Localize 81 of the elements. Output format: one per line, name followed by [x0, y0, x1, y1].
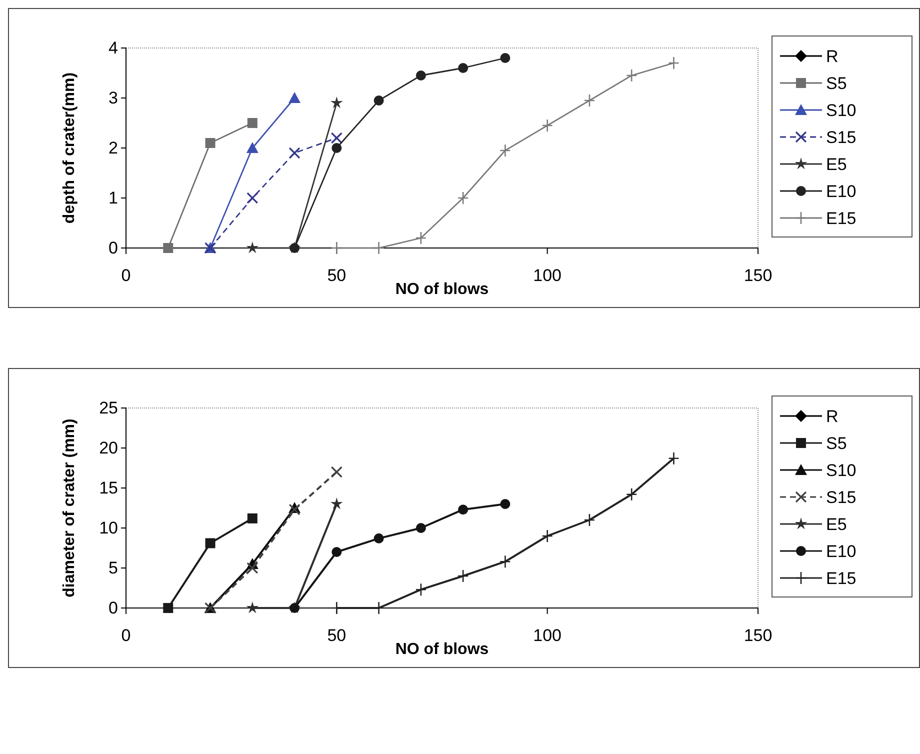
legend-label: R — [826, 407, 838, 426]
point — [163, 603, 174, 613]
x-tick-label: 0 — [121, 266, 131, 285]
point — [246, 142, 258, 153]
point — [330, 132, 342, 144]
point — [288, 147, 300, 159]
y-tick-label: 20 — [99, 438, 118, 458]
point — [626, 488, 638, 502]
point — [330, 96, 343, 108]
point — [626, 68, 638, 82]
point — [457, 569, 469, 583]
y-tick-label: 4 — [108, 38, 118, 58]
point — [416, 70, 426, 80]
y-tick-label: 25 — [99, 398, 118, 418]
x-tick-label: 0 — [121, 626, 131, 645]
legend-label: E15 — [826, 569, 856, 588]
y-tick-label: 15 — [99, 478, 118, 498]
point — [247, 513, 258, 524]
point — [500, 554, 511, 568]
point — [205, 138, 216, 148]
point — [330, 498, 343, 510]
x-tick-label: 100 — [533, 266, 562, 285]
point — [542, 529, 553, 543]
y-tick-label: 3 — [108, 88, 118, 108]
y-tick-label: 5 — [108, 558, 118, 578]
point — [246, 242, 259, 254]
y-tick-label: 0 — [108, 598, 118, 618]
x-tick-label: 50 — [327, 266, 346, 285]
legend-label: E5 — [826, 155, 847, 174]
x-tick-label: 150 — [744, 626, 772, 645]
point — [246, 602, 259, 614]
legend-label: S10 — [826, 461, 856, 480]
point — [668, 56, 680, 70]
legend-label: S5 — [826, 434, 847, 453]
point — [458, 504, 468, 515]
point — [246, 562, 258, 574]
point — [374, 96, 384, 106]
point — [416, 523, 426, 533]
legend-label: S5 — [826, 74, 847, 93]
point — [330, 466, 342, 478]
legend-label: E15 — [826, 209, 856, 228]
legend-label: E10 — [826, 182, 856, 201]
point — [542, 118, 553, 132]
point — [246, 192, 258, 204]
x-tick-label: 50 — [327, 626, 346, 645]
legend-label: S15 — [826, 128, 856, 147]
point — [332, 143, 342, 153]
legend-label: S15 — [826, 488, 856, 507]
point — [247, 118, 258, 128]
point — [584, 513, 596, 527]
point — [668, 452, 680, 466]
point — [332, 547, 342, 557]
point — [415, 231, 427, 245]
point — [584, 94, 596, 108]
point — [415, 582, 427, 596]
legend-label: S10 — [826, 101, 856, 120]
y-tick-label: 2 — [108, 138, 118, 158]
point — [500, 144, 511, 158]
x-tick-label: 100 — [533, 626, 562, 645]
point — [374, 533, 384, 544]
point — [163, 243, 174, 253]
y-axis-title: diameter of crater (mm) — [61, 418, 78, 598]
y-axis-title: depth of crater(mm) — [61, 72, 78, 224]
y-tick-label: 1 — [108, 188, 118, 208]
point — [205, 538, 216, 548]
point — [331, 241, 342, 255]
legend-label: E10 — [826, 542, 856, 561]
point — [373, 241, 384, 255]
point — [500, 53, 510, 63]
y-tick-label: 10 — [99, 518, 118, 538]
x-axis-title: NO of blows — [395, 641, 489, 658]
point — [457, 191, 469, 205]
x-axis-title: NO of blows — [395, 281, 489, 298]
legend-label: E5 — [826, 515, 847, 534]
point — [500, 499, 510, 509]
y-tick-label: 0 — [108, 238, 118, 258]
point — [288, 504, 300, 516]
point — [458, 63, 468, 73]
legend-label: R — [826, 47, 838, 66]
x-tick-label: 150 — [744, 266, 772, 285]
point — [288, 92, 301, 103]
